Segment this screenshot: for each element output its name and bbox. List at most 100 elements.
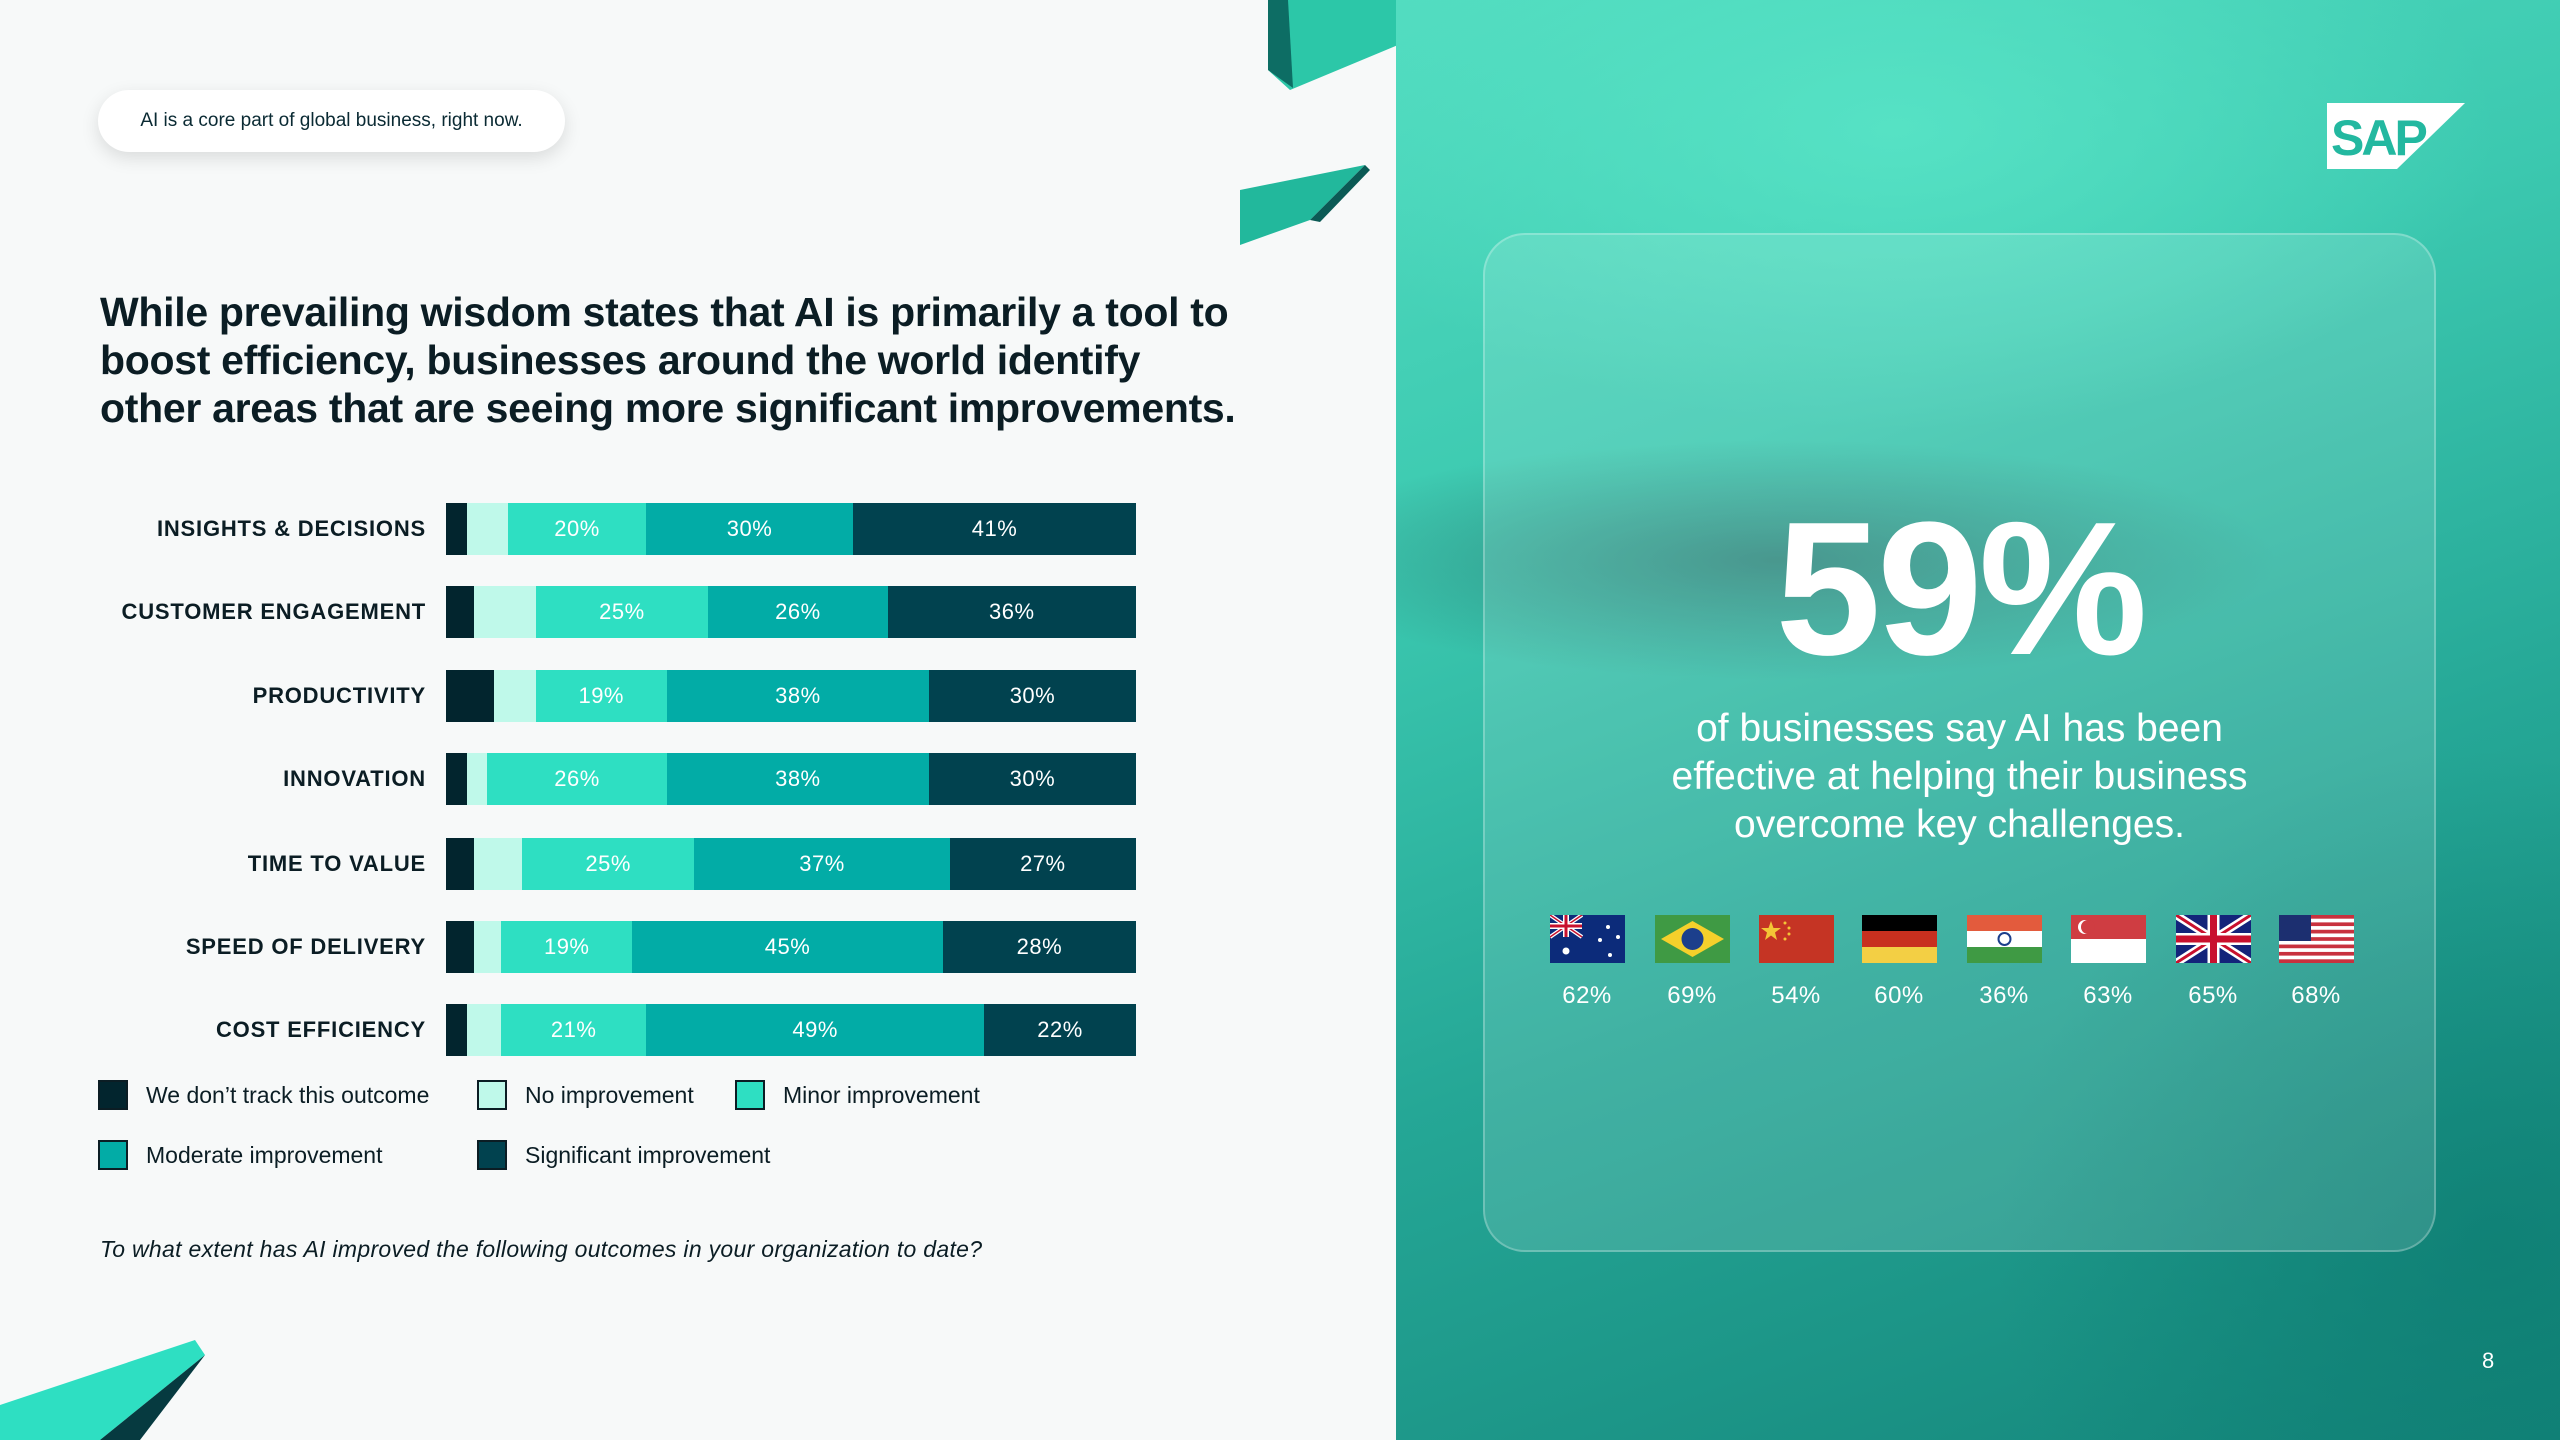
country-percentage: 65% <box>2188 982 2238 1009</box>
brazil-flag <box>1655 915 1730 963</box>
decorative-shard <box>1268 0 1398 90</box>
stacked-bar: 25% 37% 27% <box>446 838 1136 890</box>
stacked-bar: 20% 30% 41% <box>446 503 1136 555</box>
bar-segment: 21% <box>501 1004 647 1056</box>
bar-segment: 25% <box>535 586 709 638</box>
chart-row: SPEED OF DELIVERY 19% 45% 28% <box>0 921 1140 973</box>
bar-segment: 19% <box>535 670 667 722</box>
data-label: 49% <box>792 1017 838 1042</box>
bar-segment: 26% <box>708 586 888 638</box>
section-pill: AI is a core part of global business, ri… <box>98 90 565 152</box>
data-label: 30% <box>726 516 773 541</box>
bar-segment <box>446 838 474 890</box>
category-label: CUSTOMER ENGAGEMENT <box>121 599 426 624</box>
stacked-bar: 25% 26% 36% <box>446 586 1136 638</box>
category-label: INNOVATION <box>283 766 426 791</box>
legend-swatch <box>477 1140 507 1170</box>
legend-label: Minor improvement <box>783 1081 980 1108</box>
singapore-flag <box>2071 915 2146 963</box>
right-panel <box>1396 0 2560 1440</box>
uk-flag <box>2173 911 2254 967</box>
country-percentage: 68% <box>2291 982 2341 1009</box>
country-percentage: 63% <box>2083 982 2133 1009</box>
data-label: 25% <box>585 851 631 876</box>
data-label: 28% <box>1016 934 1063 959</box>
svg-text:SAP: SAP <box>2331 110 2426 166</box>
legend-item-moderate: Moderate improvement <box>98 1140 383 1170</box>
data-label: 20% <box>554 516 600 541</box>
bar-segment: 36% <box>887 586 1136 638</box>
chart-row: INSIGHTS & DECISIONS 20% 30% 41% <box>0 503 1140 555</box>
survey-question-footnote: To what extent has AI improved the follo… <box>100 1236 983 1262</box>
chart-row: PRODUCTIVITY 19% 38% 30% <box>0 670 1140 722</box>
stat-line: of businesses say AI has been <box>1696 707 2223 750</box>
data-label: 37% <box>799 851 845 876</box>
bar-segment: 30% <box>928 753 1136 805</box>
data-label: 19% <box>543 934 590 959</box>
stacked-bar: 19% 45% 28% <box>446 921 1136 973</box>
bar-segment <box>494 670 536 722</box>
legend-item-significant: Significant improvement <box>477 1140 770 1170</box>
bar-segment <box>473 586 536 638</box>
country-percentage: 60% <box>1874 982 1924 1009</box>
country-percentage: 36% <box>1979 982 2029 1009</box>
stat-line: effective at helping their business <box>1671 755 2248 798</box>
stacked-bar: 26% 38% 30% <box>446 753 1136 805</box>
bar-segment: 27% <box>949 838 1136 890</box>
stat-value: 59% <box>1775 483 2147 695</box>
bar-segment: 28% <box>942 921 1136 973</box>
bar-segment <box>466 1004 502 1056</box>
stat-card <box>1483 233 2436 1252</box>
data-label: 25% <box>599 599 645 624</box>
page-title: While prevailing wisdom states that AI i… <box>100 289 1236 431</box>
data-label: 21% <box>550 1017 597 1042</box>
bar-segment <box>473 838 522 890</box>
chart-row: INNOVATION 26% 38% 30% <box>0 753 1140 805</box>
chart-row: COST EFFICIENCY 21% 49% 22% <box>0 1004 1140 1056</box>
bar-segment: 19% <box>501 921 633 973</box>
data-label: 41% <box>971 516 1018 541</box>
data-label: 27% <box>1020 851 1066 876</box>
legend-label: Significant improvement <box>525 1141 771 1168</box>
legend-item-not-tracked: We don’t track this outcome <box>98 1080 429 1110</box>
bar-segment <box>446 586 474 638</box>
category-label: SPEED OF DELIVERY <box>185 934 426 959</box>
india-flag <box>1967 915 2042 963</box>
legend-swatch <box>477 1080 507 1110</box>
legend-item-minor: Minor improvement <box>735 1080 980 1110</box>
bar-segment: 22% <box>984 1004 1136 1056</box>
data-label: 19% <box>578 683 624 708</box>
chart-row: CUSTOMER ENGAGEMENT 25% 26% 36% <box>0 586 1140 638</box>
legend-swatch <box>98 1080 128 1110</box>
decorative-shard <box>1240 165 1370 245</box>
country-percentage: 54% <box>1771 982 1821 1009</box>
bar-segment <box>446 503 467 555</box>
data-label: 30% <box>1009 766 1056 791</box>
bar-segment: 37% <box>694 838 950 890</box>
bar-segment <box>446 753 467 805</box>
category-label: COST EFFICIENCY <box>215 1017 426 1042</box>
country-percentage: 69% <box>1667 982 1717 1009</box>
china-flag <box>1759 915 1834 963</box>
legend-label: Moderate improvement <box>146 1141 383 1168</box>
bar-segment: 38% <box>666 753 929 805</box>
germany-flag <box>1862 915 1937 963</box>
bar-segment: 45% <box>632 921 943 973</box>
stat-description: of businesses say AI has been effective … <box>1483 705 2436 849</box>
usa-flag <box>2279 915 2354 963</box>
stacked-bar: 21% 49% 22% <box>446 1004 1136 1056</box>
legend-swatch <box>98 1140 128 1170</box>
bar-segment <box>466 503 509 555</box>
data-label: 38% <box>775 766 821 791</box>
data-label: 22% <box>1037 1017 1083 1042</box>
stat-line: overcome key challenges. <box>1734 803 2185 846</box>
legend-label: We don’t track this outcome <box>146 1081 430 1108</box>
data-label: 30% <box>1009 683 1056 708</box>
australia-flag <box>1548 913 1625 963</box>
decorative-shard <box>0 1340 205 1440</box>
data-label: 26% <box>554 766 600 791</box>
category-label: PRODUCTIVITY <box>252 683 426 708</box>
category-label: TIME TO VALUE <box>247 851 426 876</box>
bar-segment: 38% <box>666 670 929 722</box>
page-number: 8 <box>2482 1348 2495 1373</box>
